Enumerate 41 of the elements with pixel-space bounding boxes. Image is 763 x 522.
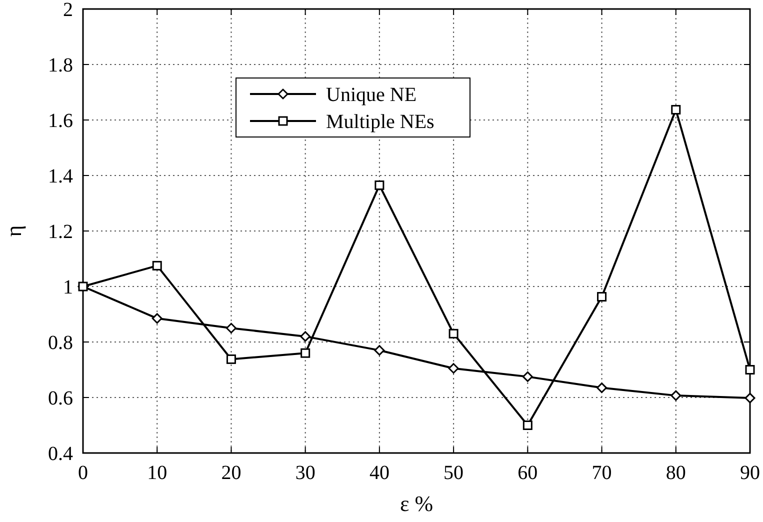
point bbox=[374, 180, 384, 190]
x-tick-label: 50 bbox=[444, 462, 464, 484]
point bbox=[745, 365, 755, 374]
y-tick-label: 1 bbox=[63, 276, 73, 298]
point bbox=[226, 354, 236, 364]
point bbox=[300, 331, 311, 342]
y-tick-label: 1.8 bbox=[48, 54, 73, 76]
x-tick-label: 0 bbox=[78, 462, 88, 484]
point bbox=[448, 328, 458, 338]
legend-label: Multiple NEs bbox=[326, 111, 435, 133]
y-tick-label: 1.2 bbox=[48, 221, 73, 243]
point bbox=[744, 392, 756, 404]
point bbox=[152, 313, 162, 324]
y-tick-label: 0.8 bbox=[48, 332, 73, 354]
y-axis-title: η bbox=[1, 225, 26, 237]
point bbox=[596, 382, 608, 394]
y-tick-label: 0.6 bbox=[48, 388, 73, 410]
legend-label: Unique NE bbox=[326, 84, 417, 106]
point bbox=[522, 420, 532, 430]
x-tick-label: 80 bbox=[666, 462, 686, 484]
point bbox=[448, 363, 459, 374]
x-tick-label: 10 bbox=[147, 462, 168, 484]
y-tick-label: 1.4 bbox=[48, 166, 73, 188]
point bbox=[670, 390, 682, 401]
point bbox=[522, 371, 533, 382]
point bbox=[152, 260, 162, 270]
x-tick-label: 40 bbox=[369, 462, 390, 484]
x-axis-title: ε % bbox=[400, 491, 434, 516]
y-tick-label: 1.6 bbox=[48, 110, 73, 132]
x-tick-label: 70 bbox=[592, 462, 612, 484]
point bbox=[374, 345, 385, 356]
x-tick-label: 90 bbox=[740, 462, 760, 484]
point bbox=[226, 322, 236, 334]
point bbox=[671, 104, 681, 114]
x-tick-label: 30 bbox=[295, 462, 316, 484]
point bbox=[597, 292, 607, 302]
x-tick-label: 60 bbox=[518, 462, 538, 484]
y-tick-label: 2 bbox=[63, 0, 73, 21]
point bbox=[300, 348, 310, 358]
x-tick-label: 20 bbox=[221, 462, 242, 484]
y-tick-label: 0.4 bbox=[48, 443, 73, 465]
